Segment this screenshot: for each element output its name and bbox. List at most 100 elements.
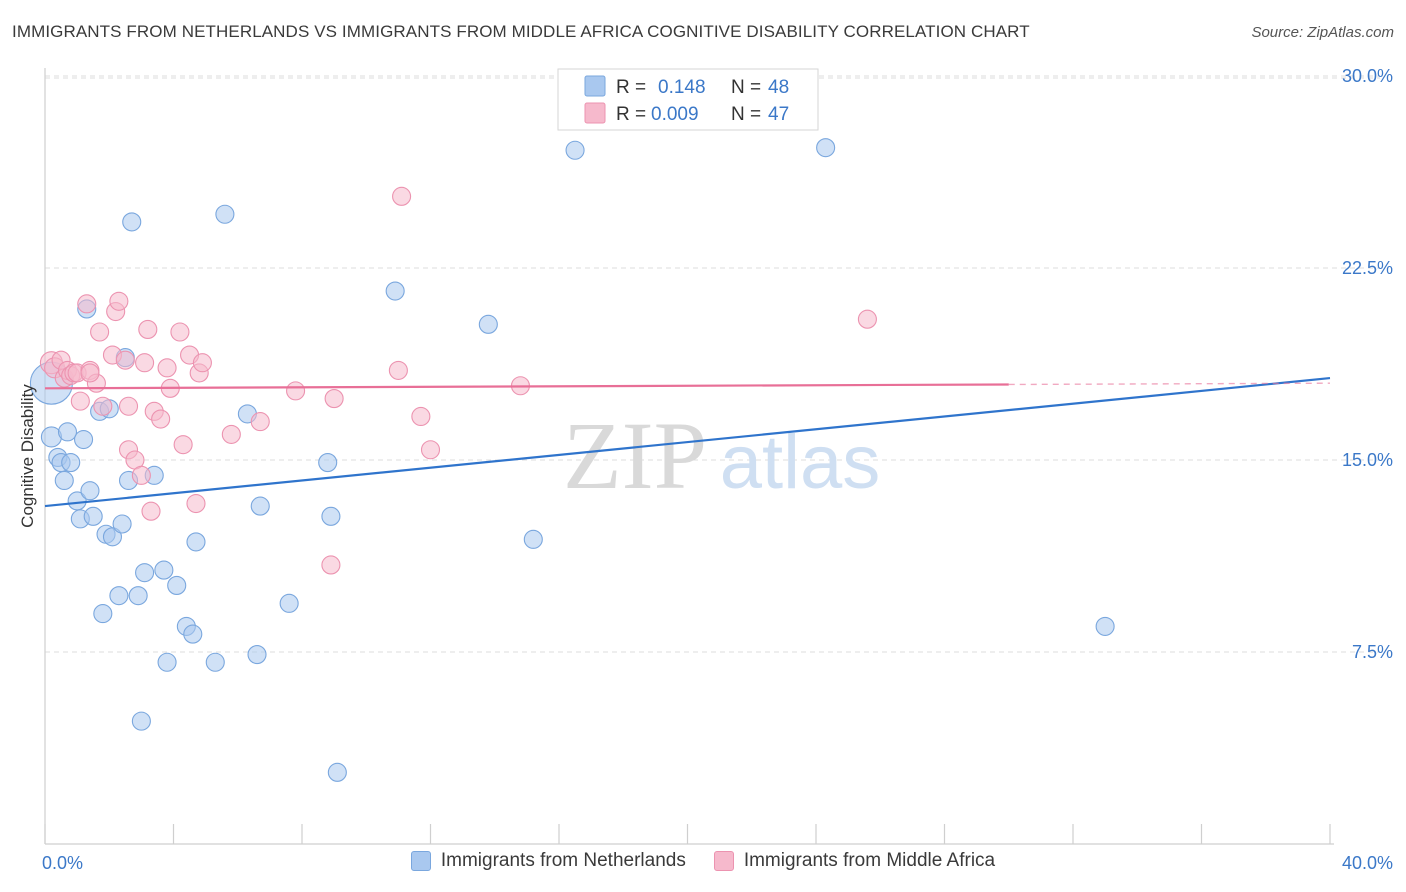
point-middle-africa xyxy=(192,353,212,373)
axes xyxy=(44,68,1334,845)
point-netherlands xyxy=(186,532,206,552)
point-middle-africa xyxy=(118,396,139,416)
legend-n-value: 47 xyxy=(768,104,789,125)
point-middle-africa xyxy=(131,465,151,485)
legend-swatch-blue xyxy=(584,75,606,97)
point-netherlands xyxy=(135,563,155,583)
source-label: Source: ZipAtlas.com xyxy=(1251,24,1394,41)
point-netherlands xyxy=(131,711,151,731)
point-middle-africa xyxy=(173,435,193,455)
point-netherlands xyxy=(83,506,103,526)
point-middle-africa xyxy=(321,555,341,575)
legend-swatch-middle-africa xyxy=(713,851,734,871)
x-tick-label: 40.0% xyxy=(1342,853,1393,873)
point-middle-africa xyxy=(141,501,161,521)
point-netherlands xyxy=(385,281,405,301)
point-middle-africa xyxy=(186,493,206,514)
point-middle-africa xyxy=(138,319,158,339)
point-middle-africa xyxy=(80,363,100,383)
gridlines xyxy=(45,75,1380,653)
trend-line-netherlands xyxy=(44,376,1331,508)
point-middle-africa xyxy=(250,412,270,432)
point-netherlands xyxy=(61,453,81,473)
point-middle-africa xyxy=(135,353,155,373)
trend-line-middle-africa-dashed xyxy=(1008,382,1331,386)
chart-title: IMMIGRANTS FROM NETHERLANDS VS IMMIGRANT… xyxy=(12,22,1030,41)
point-netherlands xyxy=(816,138,836,158)
point-netherlands xyxy=(565,140,585,160)
point-netherlands xyxy=(57,422,78,442)
point-netherlands xyxy=(122,212,142,232)
point-middle-africa xyxy=(170,322,190,342)
trend-line-middle-africa xyxy=(44,383,1009,390)
point-netherlands xyxy=(215,204,235,224)
point-netherlands xyxy=(205,652,225,672)
legend-r-label: R = xyxy=(616,77,646,98)
point-netherlands xyxy=(247,645,267,665)
point-netherlands xyxy=(109,586,129,606)
point-netherlands xyxy=(250,496,270,516)
point-middle-africa xyxy=(151,409,171,429)
watermark-atlas: atlas xyxy=(720,420,881,505)
data-points xyxy=(29,138,1115,782)
legend-n-label: N = xyxy=(731,77,761,98)
legend-r-value: 0.009 xyxy=(651,104,699,125)
y-tick-label: 30.0% xyxy=(1342,66,1393,86)
legend-r-value: 0.148 xyxy=(658,77,706,98)
point-netherlands xyxy=(1095,616,1115,636)
legend-swatch-netherlands xyxy=(410,851,431,871)
y-tick-label: 7.5% xyxy=(1352,642,1393,662)
point-middle-africa xyxy=(70,391,90,411)
point-middle-africa xyxy=(221,424,241,444)
point-netherlands xyxy=(318,453,338,473)
legend-swatch-pink xyxy=(584,102,606,124)
legend-r-label: R = xyxy=(616,104,646,125)
watermark: ZIP atlas xyxy=(563,402,880,509)
point-netherlands xyxy=(321,506,341,526)
point-netherlands xyxy=(102,527,123,547)
point-middle-africa xyxy=(286,381,306,401)
point-middle-africa xyxy=(420,440,441,460)
point-netherlands xyxy=(523,529,543,549)
point-middle-africa xyxy=(109,291,129,311)
legend-n-value: 48 xyxy=(768,77,789,98)
legend-item-middle-africa: Immigrants from Middle Africa xyxy=(713,850,996,872)
y-axis-label: Cognitive Disability xyxy=(18,384,37,528)
point-middle-africa xyxy=(392,186,412,206)
y-tick-label: 15.0% xyxy=(1342,450,1393,470)
point-middle-africa xyxy=(388,360,408,380)
point-netherlands xyxy=(93,604,113,624)
point-netherlands xyxy=(478,314,498,334)
point-middle-africa xyxy=(324,389,344,409)
point-netherlands xyxy=(167,575,187,595)
point-netherlands xyxy=(128,586,148,606)
point-netherlands xyxy=(279,593,299,613)
legend-stats: R = 0.148 N = 48 R = 0.009 N = 47 xyxy=(557,68,819,131)
point-netherlands xyxy=(74,429,94,450)
point-middle-africa xyxy=(93,396,113,416)
point-middle-africa xyxy=(90,322,110,342)
point-netherlands xyxy=(157,652,177,672)
legend-label-netherlands: Immigrants from Netherlands xyxy=(440,850,686,871)
legend-label-middle-africa: Immigrants from Middle Africa xyxy=(743,850,996,871)
point-middle-africa xyxy=(411,406,431,427)
point-middle-africa xyxy=(857,309,877,329)
point-middle-africa xyxy=(77,294,97,314)
point-netherlands xyxy=(80,481,100,501)
point-middle-africa xyxy=(157,358,177,378)
watermark-zip: ZIP xyxy=(563,402,707,509)
tick-labels: 7.5% 15.0% 22.5% 30.0% 0.0% 40.0% xyxy=(42,66,1393,873)
legend-n-label: N = xyxy=(731,104,761,125)
point-netherlands xyxy=(54,470,74,491)
point-middle-africa xyxy=(115,350,135,370)
legend-item-netherlands: Immigrants from Netherlands xyxy=(410,850,686,872)
legend-series: Immigrants from Netherlands Immigrants f… xyxy=(0,850,1406,872)
y-tick-label: 22.5% xyxy=(1342,258,1393,278)
x-tick-label: 0.0% xyxy=(42,853,83,873)
point-netherlands xyxy=(183,624,203,644)
point-netherlands xyxy=(154,560,174,580)
point-netherlands xyxy=(112,514,132,534)
trend-lines xyxy=(44,376,1331,508)
point-netherlands xyxy=(327,762,347,782)
